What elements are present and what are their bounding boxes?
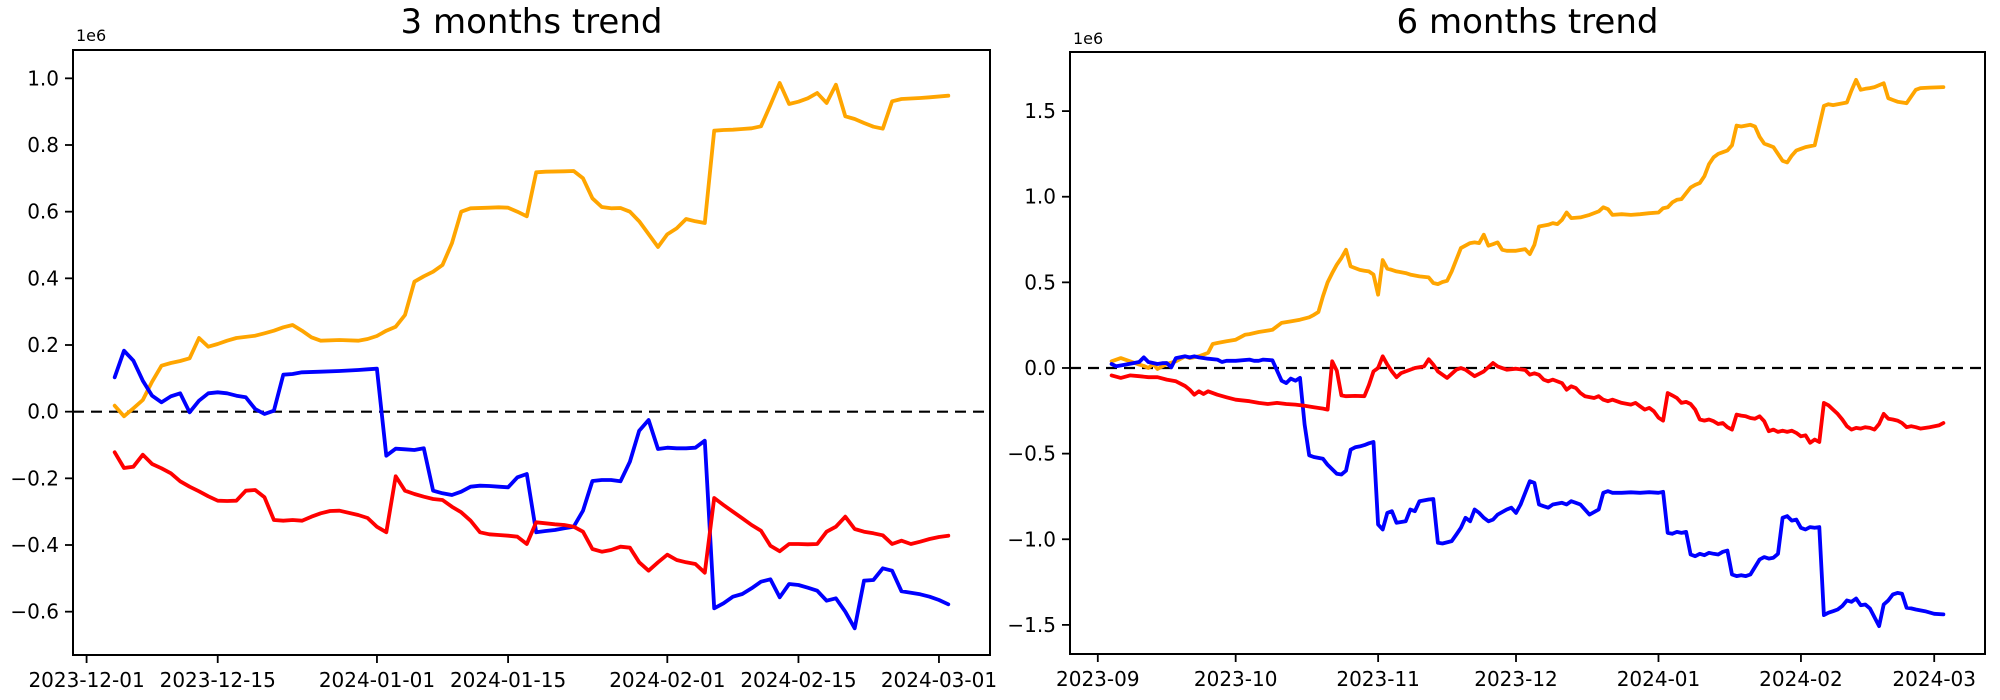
- x-tick-label: 2024-01: [1617, 667, 1701, 691]
- x-tick-label: 2023-11: [1336, 667, 1420, 691]
- series-line-blue: [1109, 354, 1946, 628]
- series-line-red: [112, 450, 951, 575]
- y-tick-label: −0.5: [1007, 442, 1056, 466]
- y-tick-label: 0.2: [27, 333, 59, 357]
- series-line-orange: [1109, 78, 1946, 371]
- y-tick-label: 0.5: [1024, 270, 1056, 294]
- chart-title: 6 months trend: [1396, 2, 1659, 42]
- y-tick-label: −0.4: [10, 533, 59, 557]
- y-axis-exponent-label: 1e6: [76, 26, 107, 45]
- y-tick-label: 0.6: [27, 200, 59, 224]
- y-tick-label: −1.0: [1007, 527, 1056, 551]
- x-tick-label: 2024-02-01: [609, 668, 725, 692]
- x-tick-label: 2023-09: [1056, 667, 1140, 691]
- y-tick-label: 1.0: [27, 66, 59, 90]
- y-tick-label: 0.0: [1024, 356, 1056, 380]
- chart-plot-area: 1.0 0.8 0.6 0.4 0.2 0.0 −0.2 −0.4 −0.6 2023-12-01…: [10, 49, 997, 692]
- x-tick-label: 2023-12-01: [28, 668, 144, 692]
- y-tick-label: −1.5: [1007, 613, 1056, 637]
- x-tick-label: 2024-01-15: [450, 668, 566, 692]
- chart-title: 3 months trend: [400, 2, 663, 42]
- x-tick-label: 2024-03: [1892, 667, 1976, 691]
- plot-border: [1069, 51, 1986, 655]
- y-tick-label: 0.8: [27, 133, 59, 157]
- plot-border: [72, 49, 991, 656]
- series-line-red: [1109, 354, 1946, 445]
- x-tick-label: 2024-03-01: [881, 668, 997, 692]
- x-tick-label: 2024-02-15: [740, 668, 856, 692]
- chart-plot-area: 1.5 1.0 0.5 0.0 −0.5 −1.0 −1.5 2023-09 2023-10 20…: [1007, 51, 1986, 691]
- x-tick-label: 2023-10: [1194, 667, 1278, 691]
- x-tick-label: 2023-12-15: [160, 668, 276, 692]
- y-axis-exponent-label: 1e6: [1073, 29, 1104, 48]
- y-tick-label: 1.5: [1024, 99, 1056, 123]
- y-tick-label: −0.2: [10, 466, 59, 490]
- series-line-blue: [112, 348, 951, 631]
- y-tick-label: −0.6: [10, 600, 59, 624]
- subplot-3-months-trend: 3 months trend 1e6 1.0 0.8 0.6 0.4 0.2 0.0 −0.…: [10, 2, 997, 692]
- y-tick-label: 0.4: [27, 266, 59, 290]
- x-tick-label: 2024-02: [1759, 667, 1843, 691]
- series-line-orange: [112, 81, 951, 419]
- subplot-6-months-trend: 6 months trend 1e6 1.5 1.0 0.5 0.0 −0.5 −1.0 −…: [1000, 0, 2000, 700]
- y-tick-label: 1.0: [1024, 185, 1056, 209]
- x-tick-label: 2023-12: [1474, 667, 1558, 691]
- x-tick-label: 2024-01-01: [319, 668, 435, 692]
- y-tick-label: 0.0: [27, 400, 59, 424]
